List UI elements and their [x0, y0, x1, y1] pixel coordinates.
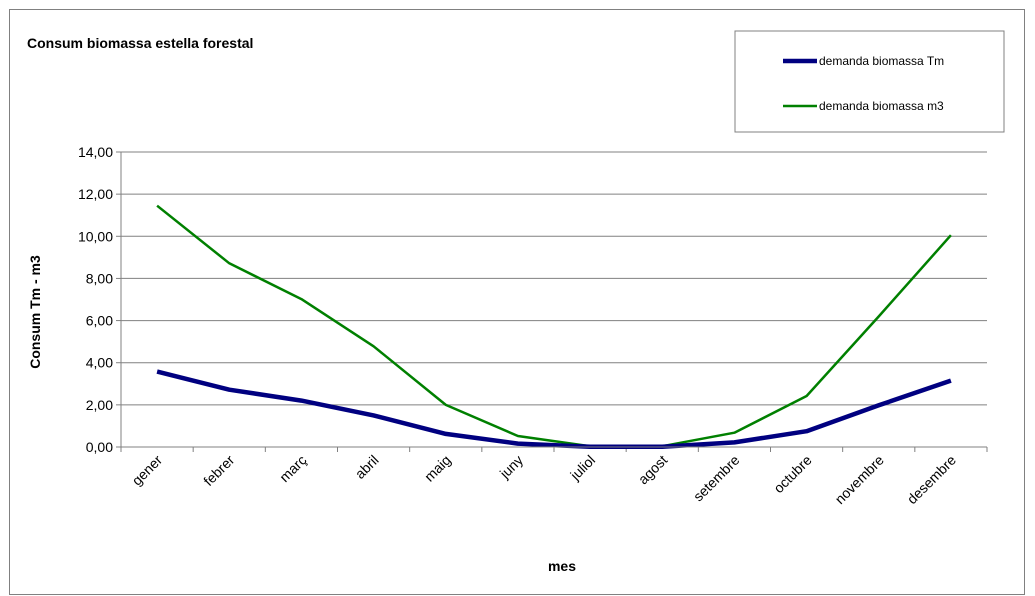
- chart-frame: Consum biomassa estella forestal 0,00 2,0…: [9, 9, 1025, 595]
- y-tick-label: 14,00: [78, 144, 113, 160]
- legend: demanda biomassa Tm demanda biomassa m3: [734, 30, 1005, 133]
- series-lines: [156, 204, 952, 450]
- x-tick-label: setembre: [690, 452, 743, 505]
- legend-box: [734, 30, 1005, 133]
- y-tick-label: 4,00: [86, 355, 113, 371]
- x-axis-title: mes: [548, 558, 576, 574]
- y-tick-label: 6,00: [86, 313, 113, 329]
- x-tick-label: novembre: [832, 452, 887, 507]
- x-tick-label: juliol: [566, 452, 598, 484]
- x-tick-label: març: [276, 452, 309, 485]
- y-tick-label: 10,00: [78, 228, 113, 244]
- chart-title: Consum biomassa estella forestal: [27, 35, 253, 51]
- x-tick-label: maig: [421, 452, 454, 485]
- x-tick-label: abril: [352, 452, 382, 482]
- x-tick-label: gener: [129, 452, 166, 489]
- y-tick-label: 12,00: [78, 186, 113, 202]
- gridlines: [121, 151, 987, 406]
- series-line-tm: [156, 369, 952, 450]
- x-tick-label: juny: [496, 452, 526, 482]
- x-axis-ticks: gener febrer març abril maig juny juliol agost s…: [120, 447, 988, 507]
- y-axis-title: Consum Tm - m3: [27, 255, 43, 369]
- line-chart: Consum biomassa estella forestal 0,00 2,0…: [27, 30, 1005, 574]
- y-tick-label: 0,00: [86, 439, 113, 455]
- x-tick-label: octubre: [770, 452, 814, 496]
- x-tick-label: agost: [635, 452, 671, 488]
- y-tick-label: 2,00: [86, 397, 113, 413]
- y-axis-ticks: 0,00 2,00 4,00 6,00 8,00 10,00 12,00 14,00: [78, 144, 121, 455]
- series-line-m3: [156, 204, 952, 448]
- x-tick-label: desembre: [904, 452, 959, 507]
- legend-label-tm: demanda biomassa Tm: [819, 54, 944, 68]
- legend-label-m3: demanda biomassa m3: [819, 99, 944, 113]
- x-tick-label: febrer: [200, 452, 237, 489]
- y-tick-label: 8,00: [86, 270, 113, 286]
